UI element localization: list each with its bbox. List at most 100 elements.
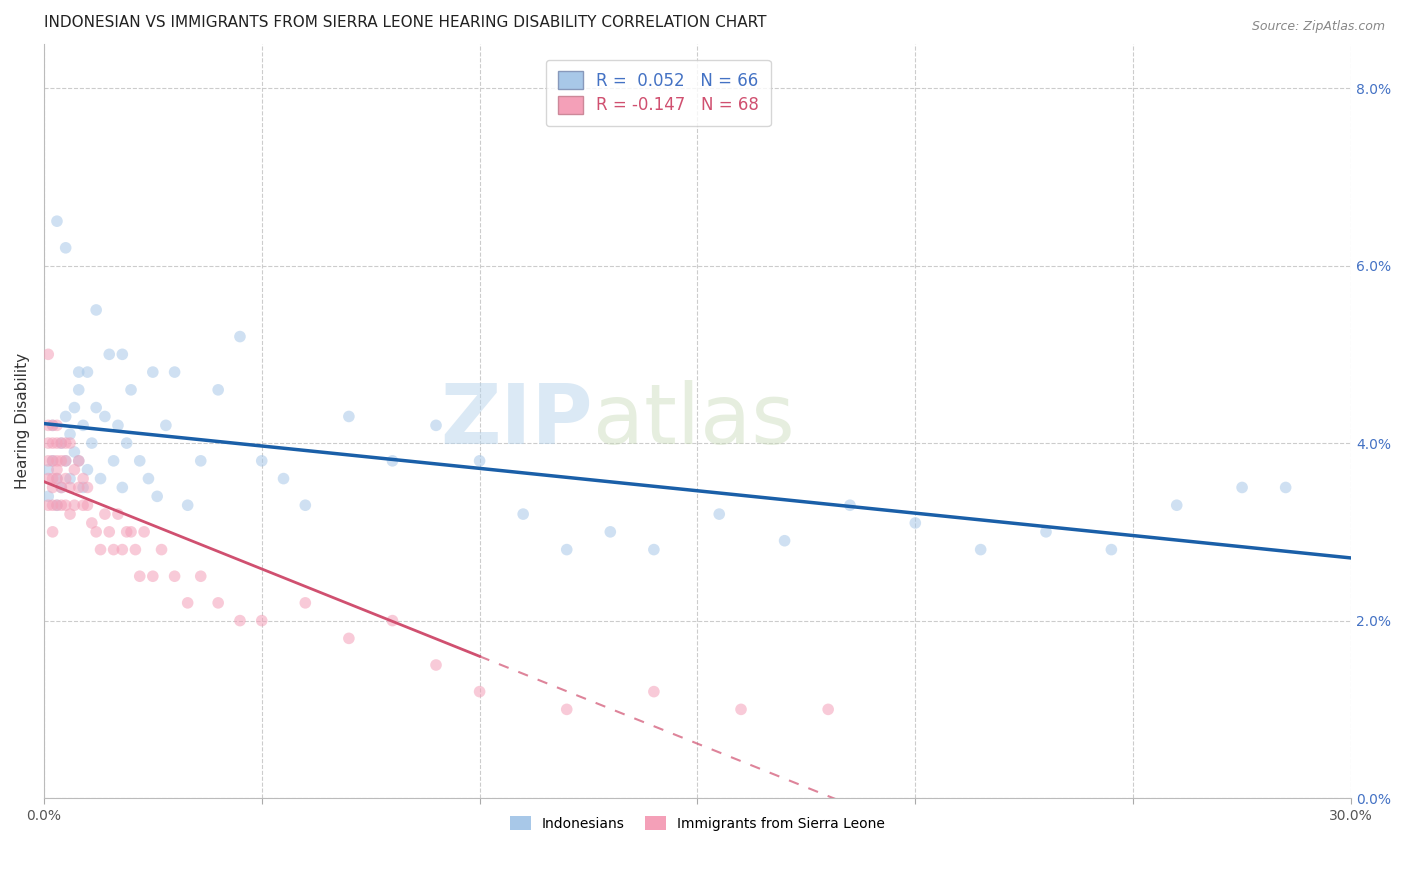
- Text: atlas: atlas: [593, 380, 794, 461]
- Point: [128, 569, 150, 583]
- Point: [72, 418, 94, 433]
- Point: [555, 542, 578, 557]
- Point: [51, 498, 73, 512]
- Point: [37, 418, 59, 433]
- Legend: Indonesians, Immigrants from Sierra Leone: Indonesians, Immigrants from Sierra Leon…: [505, 811, 891, 837]
- Point: [124, 542, 146, 557]
- Point: [46, 454, 69, 468]
- Point: [67, 454, 90, 468]
- Point: [59, 507, 82, 521]
- Point: [555, 702, 578, 716]
- Point: [84, 302, 107, 317]
- Point: [41, 472, 63, 486]
- Point: [138, 472, 160, 486]
- Point: [46, 214, 69, 228]
- Point: [37, 498, 59, 512]
- Point: [67, 480, 90, 494]
- Point: [55, 454, 77, 468]
- Point: [337, 409, 360, 424]
- Point: [817, 702, 839, 716]
- Point: [150, 542, 173, 557]
- Point: [381, 614, 404, 628]
- Point: [72, 480, 94, 494]
- Point: [643, 684, 665, 698]
- Point: [190, 569, 212, 583]
- Point: [599, 524, 621, 539]
- Point: [55, 454, 77, 468]
- Point: [37, 347, 59, 361]
- Point: [51, 436, 73, 450]
- Point: [90, 542, 112, 557]
- Point: [190, 454, 212, 468]
- Point: [41, 436, 63, 450]
- Text: ZIP: ZIP: [440, 380, 593, 461]
- Point: [294, 596, 316, 610]
- Point: [46, 418, 69, 433]
- Y-axis label: Hearing Disability: Hearing Disability: [15, 353, 30, 489]
- Point: [1099, 542, 1122, 557]
- Point: [120, 524, 142, 539]
- Point: [37, 472, 59, 486]
- Point: [643, 542, 665, 557]
- Point: [46, 436, 69, 450]
- Point: [59, 427, 82, 442]
- Point: [115, 524, 138, 539]
- Point: [425, 658, 447, 673]
- Point: [120, 383, 142, 397]
- Point: [94, 409, 117, 424]
- Point: [273, 472, 295, 486]
- Point: [51, 436, 73, 450]
- Point: [76, 365, 98, 379]
- Point: [59, 436, 82, 450]
- Point: [142, 365, 165, 379]
- Point: [51, 454, 73, 468]
- Point: [207, 383, 229, 397]
- Point: [1230, 480, 1253, 494]
- Point: [72, 498, 94, 512]
- Point: [51, 480, 73, 494]
- Point: [41, 480, 63, 494]
- Point: [425, 418, 447, 433]
- Point: [46, 472, 69, 486]
- Point: [67, 383, 90, 397]
- Point: [337, 632, 360, 646]
- Point: [55, 436, 77, 450]
- Point: [84, 524, 107, 539]
- Point: [63, 498, 86, 512]
- Point: [98, 524, 121, 539]
- Point: [80, 516, 103, 530]
- Point: [111, 347, 134, 361]
- Point: [103, 542, 125, 557]
- Point: [132, 524, 155, 539]
- Text: INDONESIAN VS IMMIGRANTS FROM SIERRA LEONE HEARING DISABILITY CORRELATION CHART: INDONESIAN VS IMMIGRANTS FROM SIERRA LEO…: [44, 15, 766, 30]
- Point: [115, 436, 138, 450]
- Point: [176, 596, 198, 610]
- Point: [229, 614, 252, 628]
- Point: [163, 569, 186, 583]
- Point: [709, 507, 731, 521]
- Point: [46, 463, 69, 477]
- Point: [55, 498, 77, 512]
- Point: [59, 472, 82, 486]
- Point: [381, 454, 404, 468]
- Point: [46, 498, 69, 512]
- Point: [839, 498, 862, 512]
- Point: [142, 569, 165, 583]
- Point: [37, 454, 59, 468]
- Point: [76, 463, 98, 477]
- Point: [155, 418, 177, 433]
- Point: [250, 454, 273, 468]
- Point: [67, 454, 90, 468]
- Point: [84, 401, 107, 415]
- Point: [1166, 498, 1188, 512]
- Point: [468, 684, 491, 698]
- Point: [103, 454, 125, 468]
- Point: [41, 524, 63, 539]
- Point: [176, 498, 198, 512]
- Point: [128, 454, 150, 468]
- Point: [37, 463, 59, 477]
- Point: [41, 454, 63, 468]
- Point: [63, 445, 86, 459]
- Point: [1274, 480, 1296, 494]
- Point: [207, 596, 229, 610]
